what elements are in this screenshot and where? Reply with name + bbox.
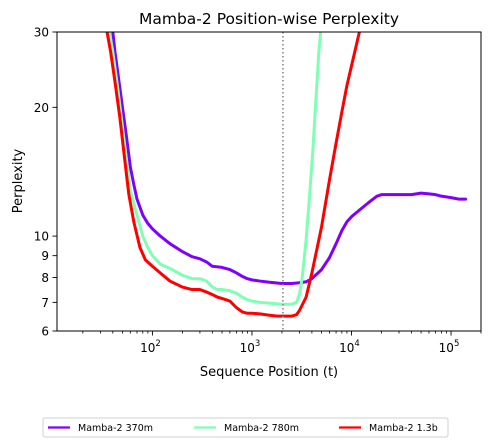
y-tick-label: 6	[41, 325, 49, 339]
x-tick-label: 105	[439, 339, 460, 355]
legend-label-3: Mamba-2 1.3b	[369, 423, 438, 434]
y-tick-label: 20	[34, 101, 49, 115]
series-line-1	[111, 32, 468, 285]
legend-label-2: Mamba-2 780m	[224, 423, 299, 434]
y-axis-label: Perplexity	[11, 148, 26, 213]
legend: Mamba-2 370m Mamba-2 780m Mamba-2 1.3b	[42, 417, 449, 438]
y-axis-ticks: 6 7 8 9 10 20 30	[34, 26, 57, 339]
y-tick-label: 7	[41, 296, 49, 310]
plot-frame	[56, 31, 482, 332]
legend-label-1: Mamba-2 370m	[78, 423, 153, 434]
series-line-2	[107, 32, 323, 306]
chart-title: Mamba-2 Position-wise Perplexity	[139, 10, 399, 28]
x-axis-ticks: 102 103 104 105	[82, 331, 482, 355]
legend-entries: Mamba-2 370m Mamba-2 780m Mamba-2 1.3b	[48, 423, 438, 434]
legend-box	[42, 417, 449, 438]
y-tick-label: 8	[41, 271, 49, 285]
x-tick-label: 104	[339, 339, 360, 355]
series-layer	[105, 32, 468, 318]
x-axis-label: Sequence Position (t)	[200, 365, 338, 380]
x-tick-label: 103	[240, 339, 261, 355]
y-tick-label: 30	[34, 26, 49, 40]
y-tick-label: 10	[34, 230, 49, 244]
series-line-3	[105, 32, 361, 318]
x-tick-label: 102	[140, 339, 161, 355]
y-tick-label: 9	[41, 249, 49, 263]
